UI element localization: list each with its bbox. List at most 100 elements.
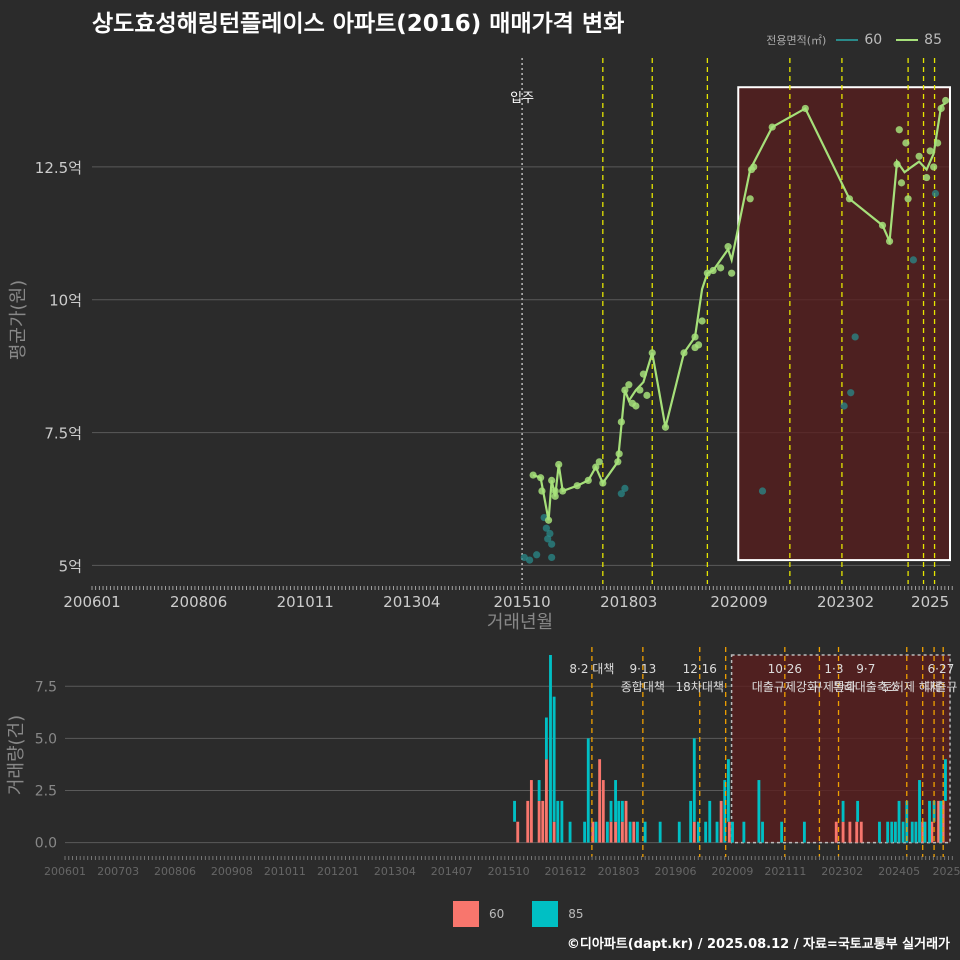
bar-85 bbox=[552, 696, 556, 822]
series-85-point bbox=[728, 269, 736, 277]
x-tick-label: 201510 bbox=[488, 865, 530, 878]
legend-label-60: 60 bbox=[864, 32, 883, 48]
x-tick-label: 201011 bbox=[264, 865, 306, 878]
y-tick-label: 5.0 bbox=[35, 731, 57, 747]
x-tick-label: 202009 bbox=[710, 593, 767, 611]
bar-85 bbox=[692, 738, 696, 822]
bar-60 bbox=[601, 780, 605, 843]
bar-85 bbox=[780, 821, 784, 843]
bar-85 bbox=[901, 821, 905, 843]
bar-60 bbox=[541, 800, 545, 843]
series-60-point bbox=[526, 556, 534, 564]
bar-85 bbox=[658, 821, 662, 843]
bar-85 bbox=[715, 821, 719, 843]
series-85-point bbox=[724, 243, 732, 251]
series-85-point bbox=[529, 471, 537, 479]
y-tick-label: 0.0 bbox=[35, 836, 57, 852]
series-85-point bbox=[717, 264, 725, 272]
bar-85 bbox=[893, 821, 897, 843]
policy-label: 규제완화 bbox=[812, 680, 856, 694]
series-85-point bbox=[599, 479, 607, 487]
x-tick-label: 202111 bbox=[764, 865, 806, 878]
series-85-point bbox=[893, 160, 901, 168]
policy-label: 9·13 bbox=[630, 662, 657, 676]
bar-85 bbox=[944, 759, 947, 801]
x-tick-label: 200806 bbox=[170, 593, 227, 611]
x-tick-label: 202009 bbox=[711, 865, 753, 878]
series-85-point bbox=[614, 458, 622, 466]
series-60-point bbox=[840, 402, 848, 410]
x-tick-label: 200806 bbox=[154, 865, 196, 878]
bar-85 bbox=[910, 821, 914, 843]
x-tick-label: 201304 bbox=[383, 593, 440, 611]
series-85-point bbox=[639, 370, 648, 378]
bar-85 bbox=[620, 800, 624, 822]
bar-60 bbox=[937, 800, 941, 843]
bar-85 bbox=[890, 821, 894, 843]
series-85-point bbox=[592, 463, 600, 471]
bar-60 bbox=[719, 800, 723, 843]
x-tick-label: 202302 bbox=[817, 593, 874, 611]
series-85-point bbox=[680, 349, 688, 357]
policy-label: 9·7 bbox=[856, 662, 875, 676]
bar-60 bbox=[848, 821, 852, 843]
bar-85 bbox=[635, 821, 639, 843]
series-85-point bbox=[895, 126, 903, 134]
bar-85 bbox=[605, 821, 609, 843]
legend-bar-swatch-85 bbox=[532, 901, 559, 927]
highlight-box bbox=[730, 654, 951, 844]
source-footer: ©디아파트(dapt.kr) / 2025.08.12 / 자료=국토교통부 실… bbox=[566, 937, 950, 952]
bar-85 bbox=[704, 821, 708, 843]
series-85-point bbox=[538, 487, 546, 495]
series-85-point bbox=[709, 266, 717, 275]
series-85-point bbox=[551, 492, 559, 500]
series-85-point bbox=[904, 195, 912, 203]
bar-85 bbox=[586, 738, 590, 843]
series-85-point bbox=[885, 237, 894, 245]
y-axis-title: 평균가(원) bbox=[8, 280, 29, 360]
y-tick-label: 2.5 bbox=[35, 783, 57, 799]
policy-label: 토허제 해제 bbox=[882, 680, 941, 694]
bar-60 bbox=[834, 821, 838, 843]
x-axis-title: 거래년월 bbox=[487, 612, 553, 633]
policy-label: 대출규제강화 bbox=[752, 680, 818, 694]
bar-85 bbox=[617, 800, 621, 843]
x-tick-label: 2025 bbox=[911, 593, 949, 611]
series-85-point bbox=[625, 381, 633, 389]
series-85-point bbox=[934, 139, 942, 147]
bar-60 bbox=[552, 821, 556, 843]
policy-label: 특례대출축소 bbox=[833, 680, 899, 694]
series-85-point bbox=[801, 104, 809, 113]
bar-60 bbox=[537, 800, 541, 843]
policy-label: 대출규 bbox=[924, 680, 957, 694]
series-85-point bbox=[941, 96, 950, 105]
bar-85 bbox=[923, 821, 927, 843]
series-85-point bbox=[584, 476, 592, 484]
y-tick-label: 5억 bbox=[59, 557, 82, 575]
area-legend: 전용면적(㎡) 60 85 bbox=[766, 32, 950, 48]
x-tick-label: 200601 bbox=[44, 865, 86, 878]
bar-85 bbox=[928, 800, 931, 843]
price-chart: 5억 7.5억 10억 12.5억 입주 200601 200806 201011 201304… bbox=[8, 58, 953, 633]
bar-85 bbox=[537, 780, 541, 801]
series-60-point bbox=[533, 551, 541, 559]
volume-chart: 0.0 2.5 5.0 7.5 8·2 대책 9·13 종합대책 12·16 18차대책 10·2… bbox=[6, 647, 960, 878]
bar-60 bbox=[930, 821, 934, 843]
x-tick-label: 202302 bbox=[821, 865, 863, 878]
series-85-point bbox=[937, 104, 945, 113]
bar-85 bbox=[897, 800, 901, 843]
series-85-point bbox=[595, 458, 603, 466]
bar-85 bbox=[757, 780, 761, 843]
series-60-point bbox=[546, 529, 554, 538]
series-85-point bbox=[544, 516, 553, 524]
series-60-point bbox=[621, 484, 629, 492]
series-85-point bbox=[661, 423, 670, 431]
policy-label: 8·2 대책 bbox=[569, 661, 614, 676]
series-85-point bbox=[930, 163, 938, 171]
series-85-point bbox=[750, 163, 758, 171]
bar-85 bbox=[549, 655, 552, 843]
legend-bar-label-85: 85 bbox=[568, 907, 584, 921]
bar-60 bbox=[624, 800, 628, 843]
move-in-label: 입주 bbox=[510, 91, 534, 106]
